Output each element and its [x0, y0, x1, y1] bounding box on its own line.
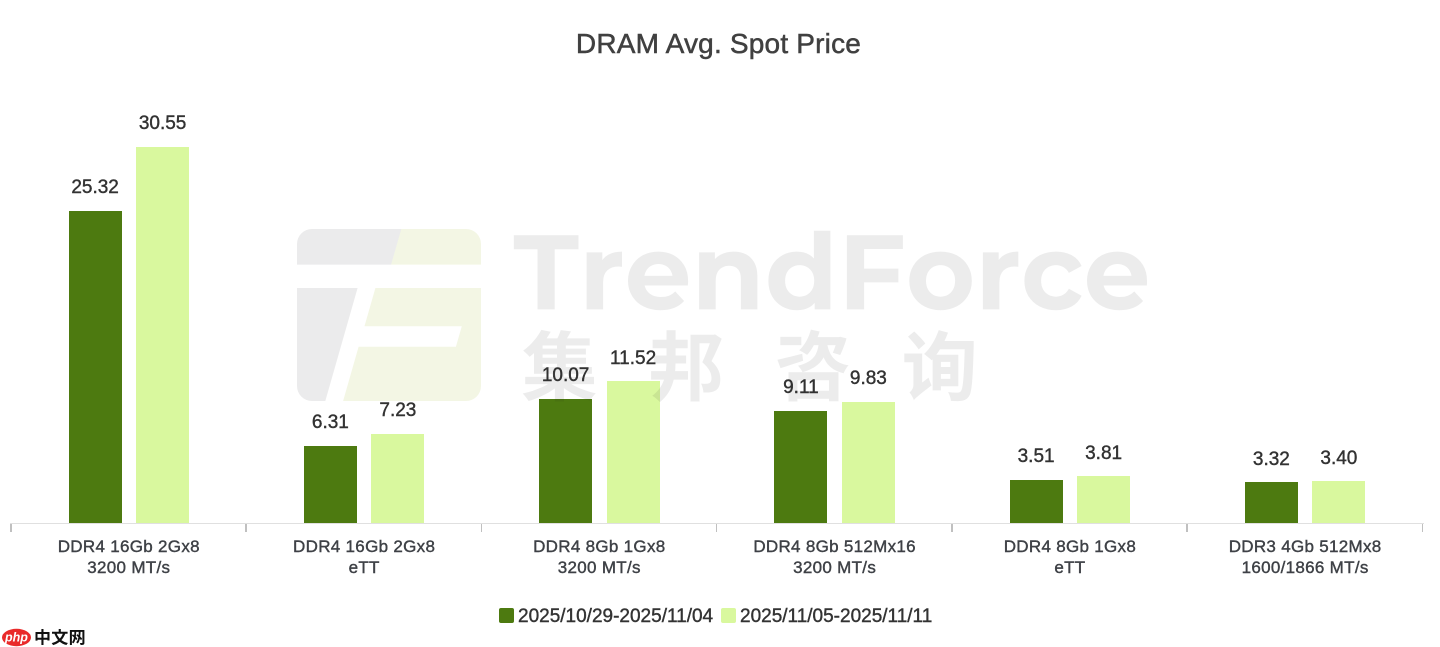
svg-text:php: php [4, 631, 28, 645]
